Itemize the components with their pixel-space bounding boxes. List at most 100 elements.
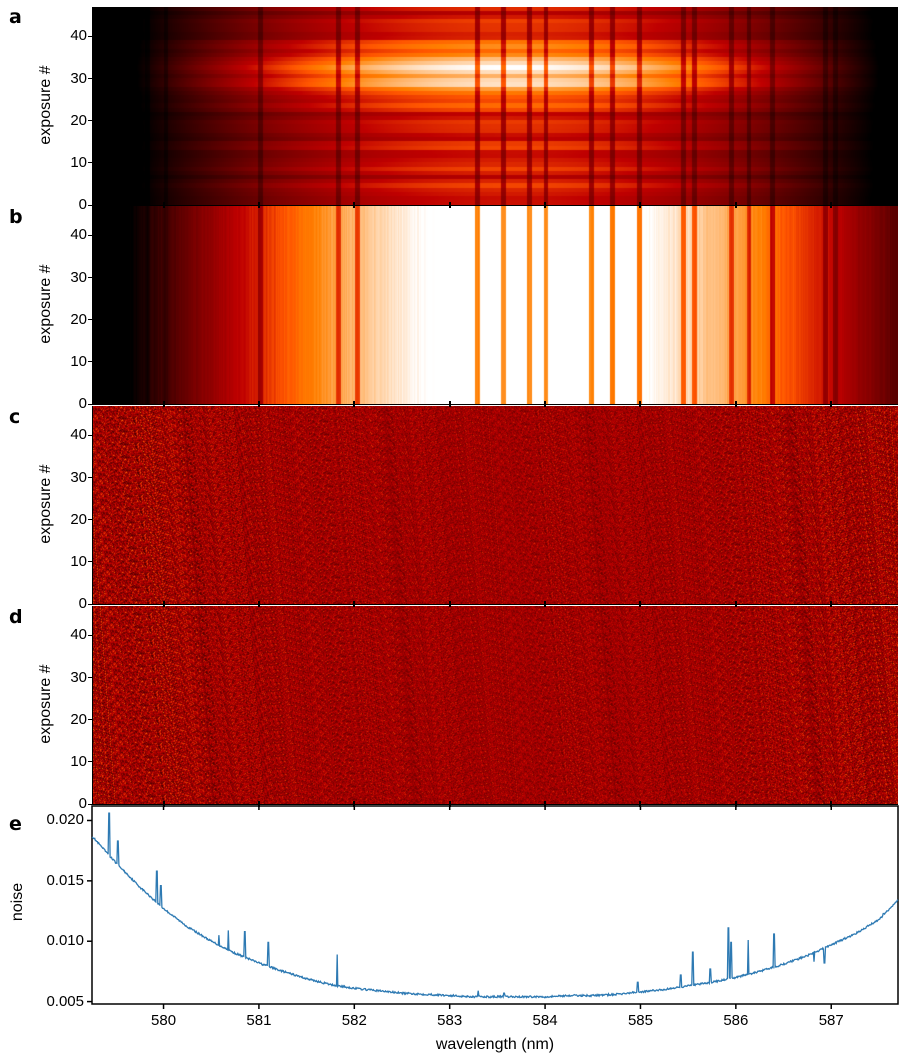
- ytick-mark: [88, 803, 93, 805]
- xtick-mark: [544, 801, 547, 807]
- xtick-mark: [830, 801, 833, 807]
- ytick-label: 10: [70, 153, 87, 171]
- ytick-mark: [88, 35, 93, 37]
- ytick-label: 10: [70, 552, 87, 570]
- xtick-mark: [830, 401, 833, 407]
- ytick-mark: [88, 477, 93, 479]
- panel-letter-b: b: [9, 206, 23, 228]
- noise-plot-frame: [91, 805, 899, 1005]
- xtick-mark: [448, 401, 451, 407]
- ytick-label: 0.010: [46, 932, 84, 950]
- xtick-label: 585: [627, 1012, 653, 1029]
- ytick-label: 0: [78, 196, 87, 213]
- panel-letter-a: a: [9, 6, 22, 28]
- xtick-mark: [734, 401, 737, 407]
- ytick-mark: [88, 561, 93, 563]
- xtick-mark: [257, 601, 260, 607]
- xtick-mark: [734, 801, 737, 807]
- xtick-mark: [257, 801, 260, 807]
- xtick-mark: [639, 202, 642, 208]
- ytick-label: 20: [70, 310, 87, 328]
- ytick-mark: [88, 162, 93, 164]
- ytick-label: 0: [78, 795, 87, 812]
- ytick-label: 30: [70, 668, 87, 686]
- panel-letter-e: e: [9, 813, 22, 835]
- ytick-label: 20: [70, 710, 87, 728]
- xtick-mark: [544, 401, 547, 407]
- heatmap-canvas-a: [93, 7, 898, 205]
- ytick-label: 30: [70, 268, 87, 286]
- ytick-label: 40: [70, 426, 87, 444]
- xtick-mark: [162, 601, 165, 607]
- ytick-mark: [88, 78, 93, 80]
- panel-letter-c: c: [9, 406, 21, 428]
- xtick-mark: [544, 601, 547, 607]
- ytick-mark: [88, 603, 93, 605]
- xtick-mark: [448, 202, 451, 208]
- heatmap-panel-c: [92, 406, 898, 605]
- xtick-mark: [830, 601, 833, 607]
- ytick-mark: [88, 204, 93, 206]
- xtick-mark: [639, 601, 642, 607]
- xtick-mark: [353, 202, 356, 208]
- ytick-mark: [88, 719, 93, 721]
- xtick-mark: [257, 202, 260, 208]
- ytick-label: 0.020: [46, 811, 84, 829]
- ytick-label: 0.015: [46, 871, 84, 889]
- xtick-mark: [353, 401, 356, 407]
- ytick-label: 10: [70, 752, 87, 770]
- panel-letter-d: d: [9, 606, 23, 628]
- ytick-mark: [88, 277, 93, 279]
- ytick-mark: [88, 519, 93, 521]
- heatmap-canvas-d: [93, 606, 898, 804]
- ytick-mark: [88, 634, 93, 636]
- ytick-label: 20: [70, 510, 87, 528]
- ytick-mark: [88, 677, 93, 679]
- xtick-label: 584: [532, 1012, 558, 1029]
- ytick-mark: [88, 234, 93, 236]
- ytick-label: 10: [70, 352, 87, 370]
- xtick-mark: [257, 401, 260, 407]
- xtick-label: 587: [818, 1012, 844, 1029]
- heatmap-panel-d: [92, 606, 898, 805]
- ytick-mark: [88, 434, 93, 436]
- xtick-mark: [734, 601, 737, 607]
- xtick-mark: [544, 202, 547, 208]
- ytick-label: 0.005: [46, 992, 84, 1010]
- xtick-label: 586: [723, 1012, 749, 1029]
- xtick-mark: [448, 601, 451, 607]
- ytick-mark: [88, 761, 93, 763]
- ytick-mark: [88, 120, 93, 122]
- ytick-label: 30: [70, 468, 87, 486]
- ytick-label: 30: [70, 69, 87, 87]
- heatmap-panel-a: [92, 7, 898, 206]
- heatmap-canvas-b: [93, 206, 898, 404]
- xtick-mark: [830, 202, 833, 208]
- xlabel-wavelength: wavelength (nm): [435, 1036, 555, 1053]
- ytick-label: 0: [78, 395, 87, 412]
- heatmap-panel-b: [92, 206, 898, 405]
- xtick-mark: [639, 401, 642, 407]
- xtick-label: 581: [246, 1012, 272, 1029]
- heatmap-canvas-c: [93, 406, 898, 604]
- ytick-label: 40: [70, 226, 87, 244]
- ytick-label: 40: [70, 626, 87, 644]
- xtick-mark: [162, 801, 165, 807]
- noise-series-line: [91, 812, 899, 999]
- ytick-label: 40: [70, 27, 87, 45]
- xtick-mark: [734, 202, 737, 208]
- xtick-mark: [639, 801, 642, 807]
- xtick-mark: [162, 202, 165, 208]
- xtick-mark: [353, 601, 356, 607]
- xtick-mark: [448, 801, 451, 807]
- ytick-mark: [88, 361, 93, 363]
- ytick-label: 20: [70, 111, 87, 129]
- xtick-label: 583: [437, 1012, 463, 1029]
- xtick-label: 580: [151, 1012, 177, 1029]
- ytick-mark: [88, 319, 93, 321]
- ytick-mark: [88, 403, 93, 405]
- xtick-mark: [162, 401, 165, 407]
- xtick-mark: [353, 801, 356, 807]
- ytick-label: 0: [78, 595, 87, 612]
